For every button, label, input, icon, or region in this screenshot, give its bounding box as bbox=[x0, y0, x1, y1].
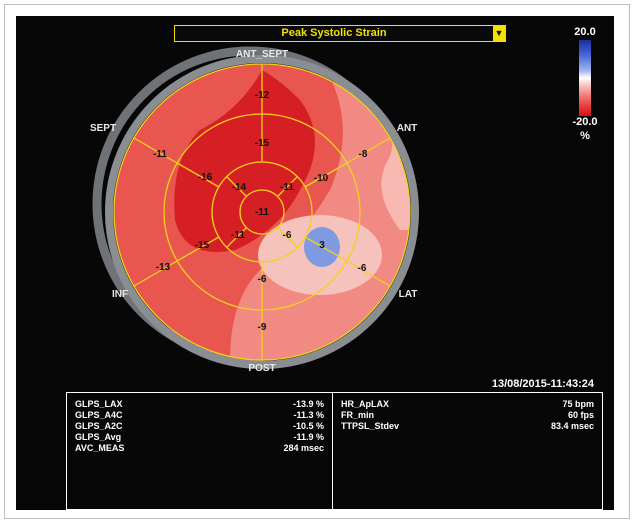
metric-label: GLPS_Avg bbox=[75, 432, 122, 442]
metric-value: 83.4 msec bbox=[550, 421, 594, 431]
segment-value-basal-inf: -13 bbox=[156, 262, 171, 273]
segment-value-basal-lat: -6 bbox=[358, 263, 367, 274]
segment-value-apical-ant: -14 bbox=[232, 182, 247, 193]
dropdown-arrow-icon[interactable]: ▼ bbox=[493, 26, 505, 41]
metric-label: HR_ApLAX bbox=[341, 399, 390, 409]
metric-label: FR_min bbox=[341, 410, 375, 420]
parameter-selector[interactable]: Peak Systolic Strain ▼ bbox=[174, 25, 506, 42]
segment-value-mid-lat: 3 bbox=[319, 240, 325, 251]
metric-value: -10.5 % bbox=[292, 421, 324, 431]
metric-row: HR_ApLAX 75 bpm bbox=[341, 399, 594, 410]
metric-row: GLPS_LAX -13.9 % bbox=[75, 399, 324, 410]
metric-label: GLPS_A2C bbox=[75, 421, 123, 431]
metric-value: 60 fps bbox=[567, 410, 594, 420]
parameter-title: Peak Systolic Strain bbox=[281, 27, 387, 39]
strain-region-moderate bbox=[230, 64, 410, 360]
segment-value-apical-post: -6 bbox=[283, 230, 292, 241]
wall-label-inf: INF bbox=[112, 289, 128, 300]
segment-value-mid-post: -6 bbox=[258, 274, 267, 285]
metric-label: GLPS_A4C bbox=[75, 410, 123, 420]
segment-grid bbox=[113, 63, 411, 361]
segment-value-apical-lat: -11 bbox=[280, 182, 294, 193]
metric-value: -13.9 % bbox=[292, 399, 324, 409]
wall-label-sept: SEPT bbox=[90, 123, 116, 134]
color-scale-unit: % bbox=[580, 130, 590, 142]
metric-value: 284 msec bbox=[283, 443, 324, 453]
metric-row: TTPSL_Stdev 83.4 msec bbox=[341, 421, 594, 432]
metric-row: GLPS_Avg -11.9 % bbox=[75, 432, 324, 443]
wall-label-ant: ANT bbox=[397, 123, 418, 134]
color-scale-bar bbox=[579, 40, 591, 116]
color-scale-min: -20.0 bbox=[572, 116, 598, 128]
segment-value-basal-ant: -8 bbox=[359, 149, 368, 160]
segment-value-mid-sept: -16 bbox=[198, 172, 213, 183]
color-scale-max: 20.0 bbox=[574, 26, 596, 38]
acquisition-metrics-column: HR_ApLAX 75 bpm FR_min 60 fps TTPSL_Stde… bbox=[333, 393, 602, 509]
metric-value: -11.3 % bbox=[293, 410, 324, 420]
segment-value-mid-inf: -15 bbox=[195, 240, 210, 251]
wall-label-post: POST bbox=[248, 363, 275, 374]
metric-row: GLPS_A2C -10.5 % bbox=[75, 421, 324, 432]
segment-value-apical-sept: -11 bbox=[231, 230, 245, 241]
color-scale: 20.0 -20.0 % bbox=[560, 24, 610, 154]
metric-label: GLPS_LAX bbox=[75, 399, 123, 409]
metric-label: TTPSL_Stdev bbox=[341, 421, 400, 431]
metric-row: GLPS_A4C -11.3 % bbox=[75, 410, 324, 421]
segment-value-basal-sept: -11 bbox=[153, 149, 167, 160]
metric-value: -11.9 % bbox=[293, 432, 324, 442]
metric-row: FR_min 60 fps bbox=[341, 410, 594, 421]
timestamp: 13/08/2015-11:43:24 bbox=[491, 378, 594, 390]
metric-row: AVC_MEAS 284 msec bbox=[75, 443, 324, 454]
metric-value: 75 bpm bbox=[562, 399, 594, 409]
segment-value-mid-ant-sept: -15 bbox=[255, 138, 270, 149]
wall-label-lat: LAT bbox=[399, 289, 418, 300]
wall-label-ant-sept: ANT_SEPT bbox=[236, 49, 288, 60]
segment-value-basal-post: -9 bbox=[258, 322, 267, 333]
segment-value-mid-ant: -10 bbox=[314, 173, 329, 184]
segment-value-basal-ant-sept: -12 bbox=[255, 90, 270, 101]
strain-metrics-column: GLPS_LAX -13.9 % GLPS_A4C -11.3 % GLPS_A… bbox=[67, 393, 333, 509]
metric-label: AVC_MEAS bbox=[75, 443, 125, 453]
segment-value-apex: -11 bbox=[255, 207, 269, 218]
outer-ring-front bbox=[105, 55, 419, 369]
measurements-panel: GLPS_LAX -13.9 % GLPS_A4C -11.3 % GLPS_A… bbox=[66, 392, 603, 510]
